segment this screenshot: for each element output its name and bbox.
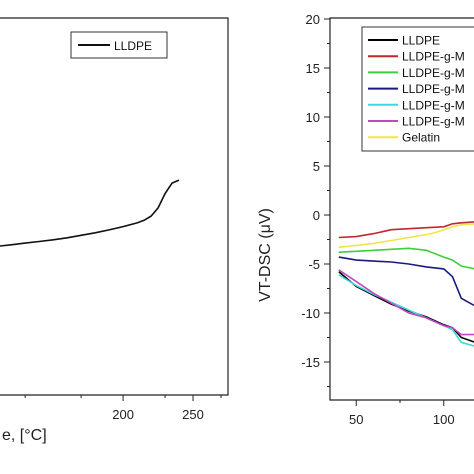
left-legend: LLDPE <box>70 31 168 59</box>
right-y-ticks: 20 15 10 5 0 -5 -10 -15 <box>301 12 330 387</box>
left-x-tick-label: 250 <box>182 407 204 422</box>
left-x-tick-label: 200 <box>112 407 134 422</box>
left-x-axis-label: e, [°C] <box>2 427 47 444</box>
left-legend-label: LLDPE <box>114 39 152 53</box>
right-y-tick-label: 5 <box>313 159 320 174</box>
right-y-tick-label: -15 <box>301 355 320 370</box>
right-series-line-1 <box>338 221 474 239</box>
right-legend-label: LLDPE-g-M <box>402 50 465 64</box>
right-x-tick-label: 100 <box>433 412 455 427</box>
right-series-line-3 <box>338 256 474 307</box>
right-x-ticks: 50 100 <box>349 400 455 427</box>
right-legend-label: LLDPE-g-M <box>402 98 465 112</box>
right-y-tick-label: 20 <box>306 12 320 27</box>
right-legend-label: LLDPE <box>402 34 440 48</box>
right-legend-label: LLDPE-g-M <box>402 82 465 96</box>
right-y-tick-label: 15 <box>306 61 320 76</box>
left-series-group <box>0 179 180 247</box>
right-legend-label: Gelatin <box>402 131 440 145</box>
left-axes-frame <box>0 17 229 396</box>
right-series-line-5 <box>338 269 474 336</box>
right-y-tick-label: 0 <box>313 208 320 223</box>
right-legend-box <box>361 26 474 152</box>
right-series-line-2 <box>338 247 474 270</box>
right-series-line-6 <box>338 223 474 249</box>
right-y-tick-label: -5 <box>308 257 320 272</box>
right-y-axis-label: VT-DSC (μV) <box>257 208 274 302</box>
right-legend-label: LLDPE-g-M <box>402 66 465 80</box>
left-chart-panel: 200 250 e, [°C] LLDPE <box>0 17 229 444</box>
right-series-group <box>338 221 474 347</box>
right-legend: LLDPE LLDPE-g-M LLDPE-g-M LLDPE-g-M LLDPE-g-… <box>361 26 474 152</box>
left-series-line-0 <box>0 179 180 247</box>
right-series-line-4 <box>338 274 474 347</box>
left-x-ticks: 200 250 <box>24 395 222 422</box>
right-legend-label: LLDPE-g-M <box>402 115 465 129</box>
right-y-tick-label: 10 <box>306 110 320 125</box>
right-x-tick-label: 50 <box>349 412 363 427</box>
right-y-tick-label: -10 <box>301 306 320 321</box>
right-axes-frame <box>329 17 474 401</box>
